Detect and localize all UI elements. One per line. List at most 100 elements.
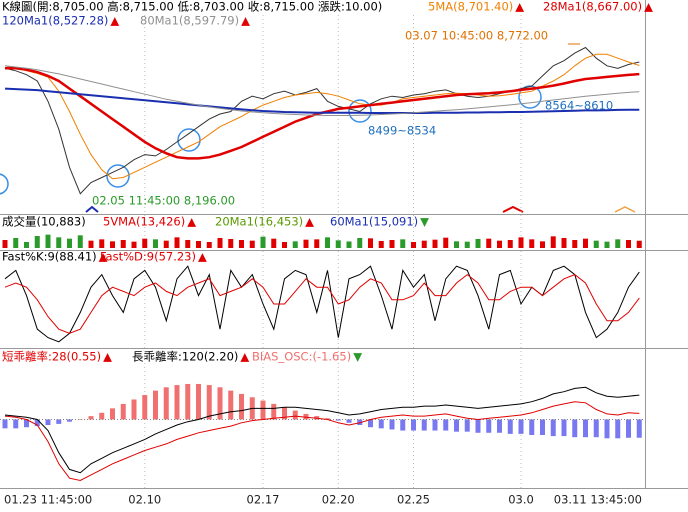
- bar: [56, 419, 62, 424]
- highlight-circle: [106, 164, 130, 188]
- bar: [217, 387, 223, 420]
- bar: [34, 419, 40, 427]
- bar: [486, 419, 492, 433]
- bar: [303, 239, 309, 248]
- bar: [443, 237, 449, 248]
- bar: [411, 242, 416, 248]
- bar: [196, 383, 201, 420]
- legend-label: 成交量(10,883): [2, 215, 86, 229]
- bar: [368, 419, 373, 428]
- bar: [88, 240, 94, 248]
- bar: [400, 239, 406, 248]
- bar: [540, 241, 545, 248]
- legend-label: 5VMA(13,426): [103, 215, 185, 229]
- bar: [131, 241, 137, 248]
- bar: [45, 419, 51, 425]
- line-series: [4, 65, 640, 116]
- bar: [196, 241, 201, 248]
- bar: [271, 403, 277, 420]
- bar: [464, 419, 470, 432]
- x-tick-label: 02.25: [397, 493, 430, 507]
- legend-label: 120Ma1(8,527.28): [2, 14, 108, 28]
- bar: [110, 241, 115, 248]
- highlight-circle: [518, 85, 542, 109]
- bar: [314, 416, 320, 420]
- bar: [77, 419, 83, 420]
- x-tick-label: 02.10: [128, 493, 161, 507]
- bar: [411, 419, 416, 431]
- legend-label: 60Ma1(15,091): [330, 215, 418, 229]
- legend-label: 長乖離率:120(2.20): [132, 350, 238, 364]
- bar: [335, 240, 341, 248]
- bar: [282, 407, 287, 420]
- annotation: 8499~8534: [368, 124, 436, 138]
- bar: [77, 235, 83, 248]
- legend-trend: ▼: [420, 215, 429, 229]
- bar: [432, 239, 438, 248]
- line-series: [4, 401, 640, 482]
- bar: [497, 419, 502, 433]
- bar: [583, 238, 588, 248]
- annotation: 03.07 10:45:00 8,772.00: [405, 29, 548, 43]
- line-series: [4, 53, 640, 180]
- bar: [228, 390, 234, 420]
- bar: [153, 239, 158, 248]
- legend-trend: ▲: [103, 350, 112, 364]
- bar: [529, 239, 535, 248]
- bar: [163, 240, 169, 248]
- bar: [421, 419, 427, 431]
- bar: [303, 413, 309, 420]
- bar: [497, 240, 502, 248]
- bar: [561, 238, 567, 248]
- legend-trend: ▲: [644, 0, 653, 14]
- bar: [593, 419, 599, 438]
- bar: [475, 419, 481, 433]
- legend-label: 短乖離率:28(0.55): [2, 350, 101, 364]
- bar: [67, 238, 72, 248]
- bar: [636, 240, 642, 248]
- bar: [314, 239, 320, 248]
- bar: [357, 238, 363, 248]
- bar: [636, 419, 642, 438]
- bar: [2, 240, 8, 248]
- bar: [475, 239, 481, 248]
- bar: [583, 419, 588, 438]
- bar: [368, 238, 373, 248]
- x-tick-label: 02.20: [322, 493, 355, 507]
- bar: [615, 239, 621, 248]
- bar: [421, 240, 427, 248]
- bar: [325, 237, 330, 248]
- bar: [260, 236, 266, 248]
- bar: [24, 419, 29, 428]
- bar: [464, 241, 470, 248]
- highlight-circles: [0, 85, 542, 195]
- bar: [110, 408, 115, 420]
- bar: [604, 419, 610, 439]
- x-tick-label: 01.23 11:45:00: [4, 493, 92, 507]
- bar: [13, 419, 19, 429]
- chart-title: K線圖(開:8,705.00 高:8,715.00 低:8,703.00 收:8…: [2, 0, 382, 14]
- bar: [518, 419, 524, 434]
- legend-trend: ▲: [198, 250, 207, 264]
- bar: [163, 387, 169, 420]
- bar: [540, 419, 545, 435]
- bar: [454, 419, 459, 432]
- legend-trend: ▲: [241, 14, 250, 28]
- bar: [239, 240, 244, 248]
- bar: [249, 240, 255, 248]
- bar: [615, 419, 621, 439]
- highlight-circle: [177, 128, 201, 152]
- line-series: [4, 46, 640, 195]
- bar: [174, 385, 180, 420]
- legend-trend: ▼: [353, 350, 362, 364]
- bar: [142, 238, 148, 248]
- bar: [378, 241, 384, 248]
- bar: [550, 419, 556, 437]
- legend-trend: ▲: [240, 350, 249, 364]
- bar: [604, 241, 610, 248]
- legend-label: Fast%D:9(57.23): [100, 250, 196, 264]
- bar: [185, 240, 191, 248]
- bar: [239, 393, 244, 420]
- x-tick-label: 03.0: [508, 493, 534, 507]
